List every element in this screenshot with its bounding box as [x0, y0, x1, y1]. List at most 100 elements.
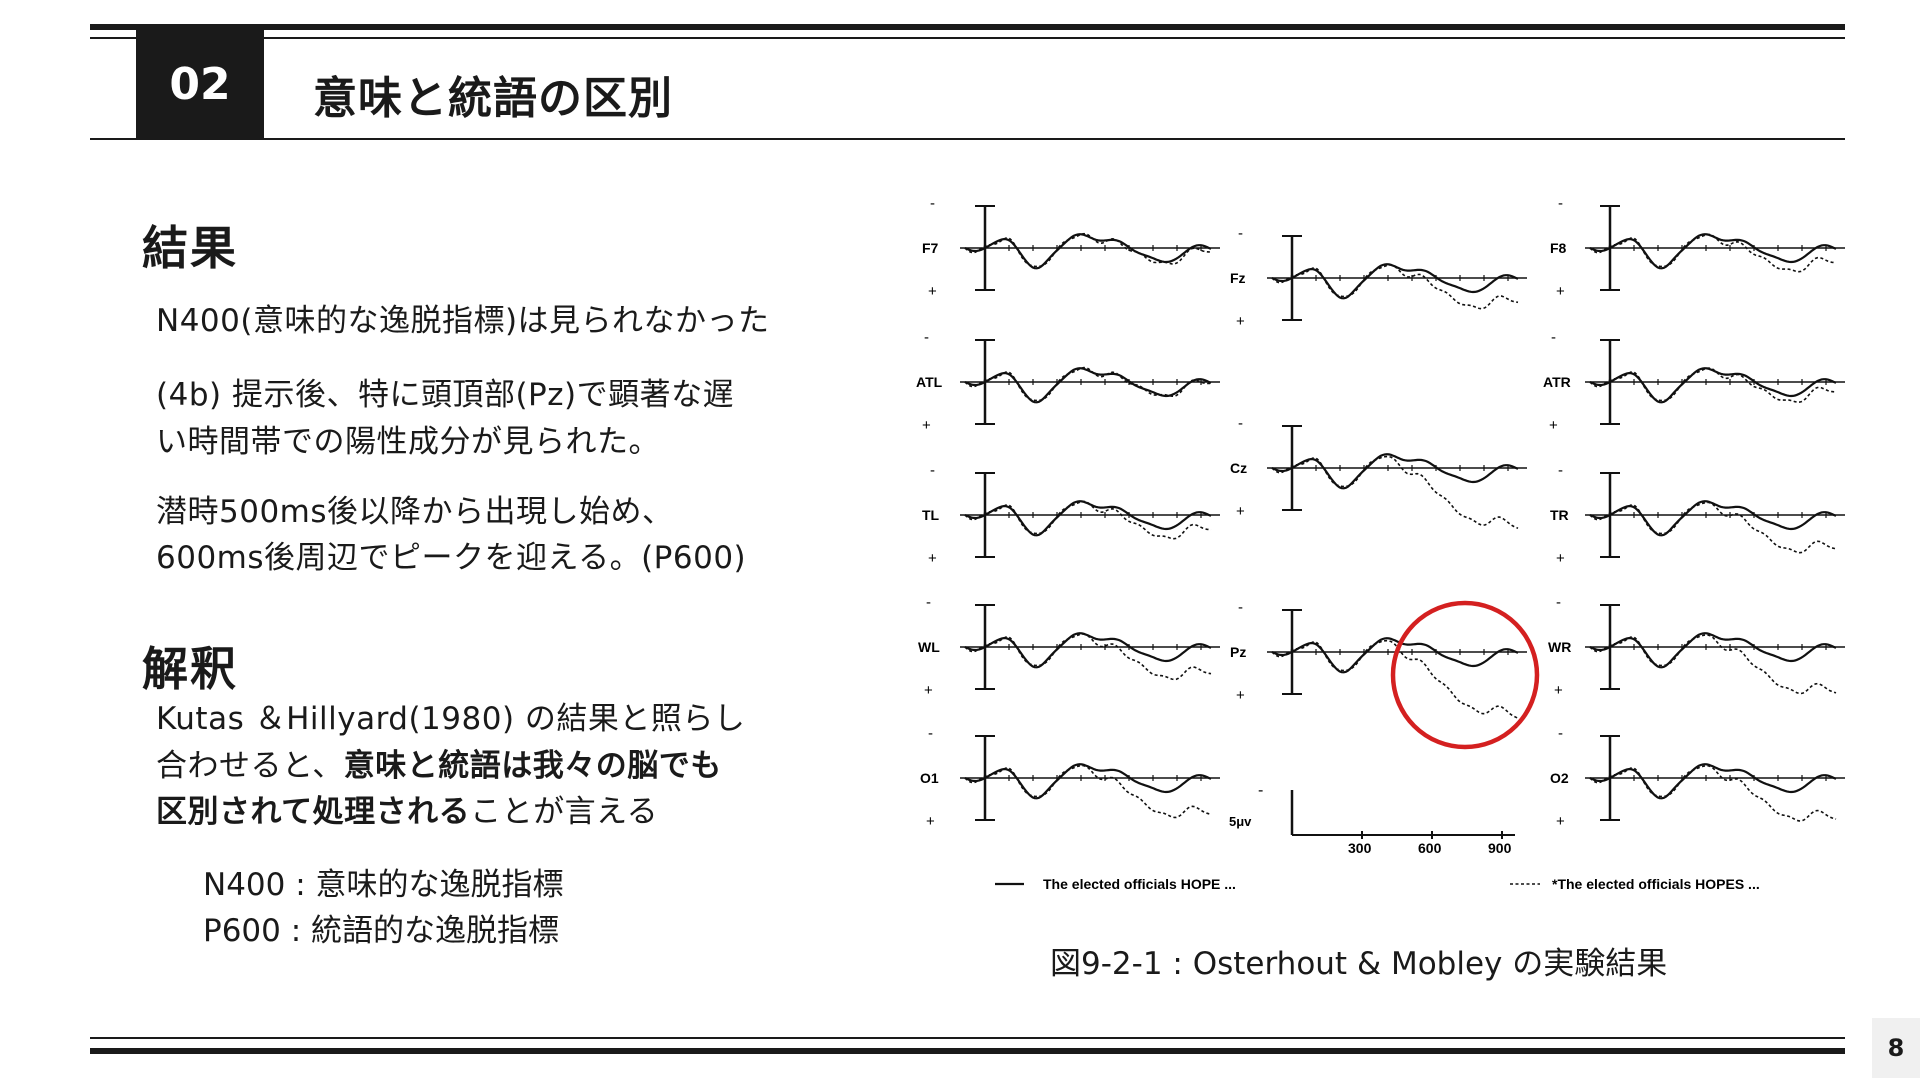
footer-rule-thin	[90, 1037, 1845, 1039]
waveform-solid	[1271, 453, 1519, 490]
waveform-dashed	[964, 764, 1212, 819]
interpretation-line-2: 合わせると、意味と統語は我々の脳でも	[156, 743, 722, 790]
interpretation-line-3: 区別されて処理されることが言える	[156, 789, 658, 836]
channel-label-cz: Cz	[1230, 460, 1247, 476]
erp-panel-tr: TR - +	[1550, 462, 1845, 567]
channel-label-f8: F8	[1550, 240, 1567, 256]
erp-panel-tl: TL - +	[922, 462, 1220, 567]
erp-panel-atl: ATL - +	[916, 329, 1220, 434]
tick-900: 900	[1488, 840, 1512, 856]
erp-panel-cz: Cz - +	[1230, 415, 1527, 530]
polarity-minus: -	[926, 594, 931, 611]
tick-600: 600	[1418, 840, 1442, 856]
erp-panel-atr: ATR - +	[1543, 329, 1845, 434]
waveform-solid	[964, 233, 1212, 270]
polarity-minus: -	[1238, 415, 1243, 432]
polarity-plus: +	[1556, 550, 1565, 567]
polarity-plus: +	[1556, 813, 1565, 830]
erp-panel-pz: Pz - +	[1230, 599, 1527, 720]
figure-caption: 図9-2-1 : Osterhout & Mobley の実験結果	[1050, 946, 1668, 982]
polarity-plus: +	[1556, 283, 1565, 300]
erp-panel-o2: O2 - +	[1550, 725, 1845, 830]
erp-panel-o1: O1 - +	[920, 725, 1220, 830]
definition-n400: N400 : 意味的な逸脱指標	[203, 867, 564, 903]
erp-panel-f7: F7 - +	[922, 195, 1220, 300]
interpretation-line-3-bold: 区別されて処理される	[156, 794, 471, 830]
channel-label-wl: WL	[918, 639, 940, 655]
polarity-plus: +	[1236, 687, 1245, 704]
header-bottom-rule	[90, 138, 1845, 140]
erp-panel-wr: WR - +	[1548, 594, 1845, 699]
header-top-rule-thin	[90, 37, 1845, 39]
footer-rule-thick	[90, 1048, 1845, 1054]
page-title: 意味と統語の区別	[313, 73, 673, 124]
interpretation-heading: 解釈	[142, 642, 238, 696]
polarity-minus: -	[1558, 725, 1563, 742]
tick-300: 300	[1348, 840, 1372, 856]
polarity-minus: -	[1558, 462, 1563, 479]
header-top-rule-thick	[90, 24, 1845, 30]
interpretation-line-3-plain: ことが言える	[470, 794, 659, 830]
waveform-dashed	[964, 633, 1212, 681]
erp-panel-fz: Fz - +	[1230, 225, 1527, 330]
channel-label-wr: WR	[1548, 639, 1571, 655]
channel-label-atr: ATR	[1543, 374, 1571, 390]
polarity-minus: -	[930, 195, 935, 212]
polarity-plus: +	[1236, 313, 1245, 330]
channel-label-f7: F7	[922, 240, 939, 256]
waveform-solid	[1589, 763, 1837, 800]
waveform-solid	[964, 763, 1212, 800]
waveform-dashed	[964, 500, 1212, 540]
channel-label-o2: O2	[1550, 770, 1569, 786]
polarity-plus: +	[928, 283, 937, 300]
waveform-solid	[964, 500, 1212, 537]
legend: The elected officials HOPE ... *The elec…	[995, 876, 1760, 892]
waveform-solid	[1589, 367, 1837, 404]
erp-figure: F7-+Fz-+F8-+ATL-+ATR-+Cz-+TL-+TR-+WL-+Pz…	[916, 195, 1845, 892]
channel-label-tr: TR	[1550, 507, 1569, 523]
polarity-plus: +	[924, 682, 933, 699]
polarity-plus: +	[1554, 682, 1563, 699]
polarity-minus: -	[1551, 329, 1556, 346]
results-line-2a: (4b) 提示後、特に頭頂部(Pz)で顕著な遅	[156, 377, 735, 413]
results-line-2b: い時間帯での陽性成分が見られた。	[156, 424, 660, 460]
polarity-plus: +	[928, 550, 937, 567]
definition-p600: P600 : 統語的な逸脱指標	[203, 913, 560, 949]
polarity-minus: -	[1556, 594, 1561, 611]
channel-label-o1: O1	[920, 770, 939, 786]
erp-panel-wl: WL - +	[918, 594, 1220, 699]
waveform-dashed	[1589, 367, 1837, 404]
polarity-plus: +	[926, 813, 935, 830]
results-line-1: N400(意味的な逸脱指標)は見られなかった	[156, 303, 770, 339]
interpretation-line-1: Kutas ＆Hillyard(1980) の結果と照らし	[156, 701, 746, 737]
polarity-plus: +	[1236, 503, 1245, 520]
channel-label-pz: Pz	[1230, 644, 1246, 660]
waveform-dashed	[1589, 634, 1837, 695]
page-number: 8	[1872, 1018, 1920, 1078]
legend-dashed-label: *The elected officials HOPES ...	[1552, 876, 1760, 892]
polarity-minus: -	[928, 725, 933, 742]
polarity-minus: -	[930, 462, 935, 479]
interpretation-line-2-plain: 合わせると、	[156, 748, 344, 784]
legend-solid-label: The elected officials HOPE ...	[1043, 876, 1236, 892]
interpretation-line-2-bold: 意味と統語は我々の脳でも	[343, 748, 722, 784]
channel-label-fz: Fz	[1230, 270, 1246, 286]
scale-label: 5μv	[1229, 814, 1252, 829]
results-line-3b: 600ms後周辺でピークを迎える。(P600)	[156, 540, 747, 576]
waveform-dashed	[1271, 264, 1519, 310]
results-heading: 結果	[142, 221, 238, 275]
channel-label-atl: ATL	[916, 374, 943, 390]
waveform-solid	[1589, 632, 1837, 669]
erp-panel-f8: F8 - +	[1550, 195, 1845, 300]
waveform-solid	[1271, 263, 1519, 300]
waveform-dashed	[964, 366, 1211, 402]
waveform-dashed	[1271, 639, 1519, 720]
waveform-solid	[1589, 233, 1837, 270]
scale-minus: -	[1258, 782, 1263, 799]
waveform-dashed	[1589, 233, 1837, 273]
waveform-dashed	[964, 232, 1211, 268]
polarity-minus: -	[924, 329, 929, 346]
polarity-minus: -	[1558, 195, 1563, 212]
waveform-dashed	[1589, 764, 1837, 822]
waveform-dashed	[1589, 501, 1837, 554]
